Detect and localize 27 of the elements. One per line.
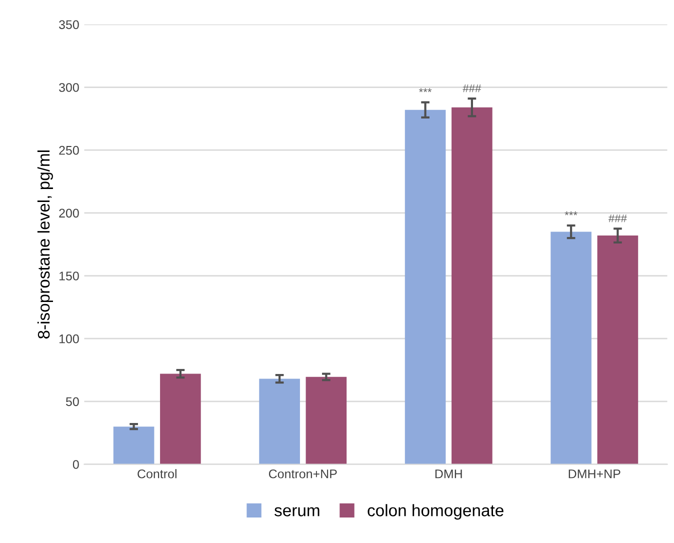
x-tick-label: DMH+NP [568, 470, 620, 478]
legend-label: colon homogenate [368, 504, 504, 520]
bar [550, 232, 592, 464]
y-tick-label: 200 [59, 208, 79, 218]
legend-label: serum [274, 507, 320, 516]
y-axis-title: 8-isoprostane level, pg/ml [37, 150, 53, 339]
y-tick-label: 350 [59, 20, 79, 30]
annotation: *** [419, 88, 432, 92]
y-tick-label: 250 [59, 146, 79, 155]
bar [306, 376, 347, 464]
bar [160, 374, 201, 464]
y-tick-label: 0 [72, 460, 79, 469]
y-tick-label: 300 [59, 83, 79, 92]
x-tick-label: Control [138, 469, 176, 478]
bar [259, 378, 300, 464]
bar [404, 110, 446, 464]
annotation: *** [564, 211, 578, 216]
annotation: ### [608, 214, 627, 222]
x-tick-label: Contron+NP [268, 469, 337, 478]
bar [452, 107, 492, 464]
y-tick-label: 100 [59, 334, 79, 344]
y-tick-label: 150 [59, 272, 79, 280]
y-tick-label: 50 [66, 397, 79, 406]
annotation: ### [462, 84, 482, 92]
bar [597, 236, 638, 464]
bar [113, 426, 154, 464]
x-tick-label: DMH [435, 470, 462, 478]
